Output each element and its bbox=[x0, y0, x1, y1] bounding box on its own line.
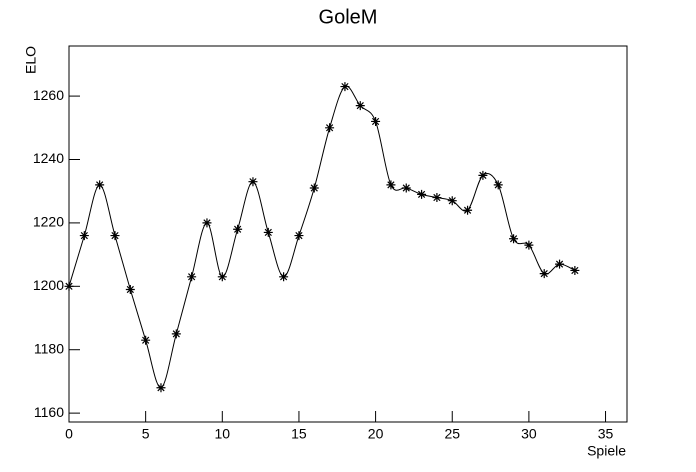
marker bbox=[447, 196, 457, 206]
marker bbox=[493, 180, 503, 190]
x-tick-label: 10 bbox=[215, 426, 231, 442]
x-tick-label: 15 bbox=[291, 426, 307, 442]
marker bbox=[478, 170, 488, 180]
marker bbox=[340, 82, 350, 92]
marker bbox=[95, 180, 105, 190]
marker bbox=[110, 231, 120, 241]
marker bbox=[233, 224, 243, 234]
marker bbox=[248, 177, 258, 187]
plot-frame bbox=[68, 45, 628, 423]
marker bbox=[570, 265, 580, 275]
chart-title: GoleM bbox=[319, 6, 378, 28]
marker bbox=[309, 183, 319, 193]
x-tick-label: 0 bbox=[65, 426, 73, 442]
marker bbox=[187, 272, 197, 282]
marker bbox=[279, 272, 289, 282]
marker bbox=[202, 218, 212, 228]
marker bbox=[524, 240, 534, 250]
y-axis-label: ELO bbox=[23, 46, 39, 74]
marker bbox=[417, 189, 427, 199]
line bbox=[68, 85, 576, 389]
y-tick-label: 1180 bbox=[34, 340, 64, 356]
y-tick-label: 1220 bbox=[33, 214, 64, 230]
marker bbox=[125, 284, 135, 294]
marker bbox=[432, 193, 442, 203]
marker bbox=[509, 234, 519, 244]
y-tick-label: 1160 bbox=[34, 404, 64, 420]
marker bbox=[141, 335, 151, 345]
y-tick-label: 1240 bbox=[33, 150, 64, 166]
marker bbox=[555, 259, 565, 269]
x-axis-label: Spiele bbox=[587, 443, 626, 459]
y-tick-label: 1200 bbox=[33, 277, 64, 293]
x-tick-label: 20 bbox=[368, 426, 384, 442]
marker bbox=[463, 205, 473, 215]
marker bbox=[79, 231, 89, 241]
y-tick-label: 1260 bbox=[33, 87, 64, 103]
marker bbox=[217, 272, 227, 282]
x-tick-label: 35 bbox=[598, 426, 614, 442]
marker bbox=[64, 281, 74, 291]
marker bbox=[294, 231, 304, 241]
marker bbox=[371, 116, 381, 126]
marker bbox=[171, 329, 181, 339]
marker bbox=[263, 227, 273, 237]
marker bbox=[325, 123, 335, 133]
marker bbox=[386, 180, 396, 190]
x-tick-label: 25 bbox=[444, 426, 460, 442]
x-tick-label: 30 bbox=[521, 426, 537, 442]
marker bbox=[156, 383, 166, 393]
marker bbox=[539, 269, 549, 279]
x-tick-label: 5 bbox=[142, 426, 150, 442]
marker bbox=[355, 101, 365, 111]
marker bbox=[401, 183, 411, 193]
